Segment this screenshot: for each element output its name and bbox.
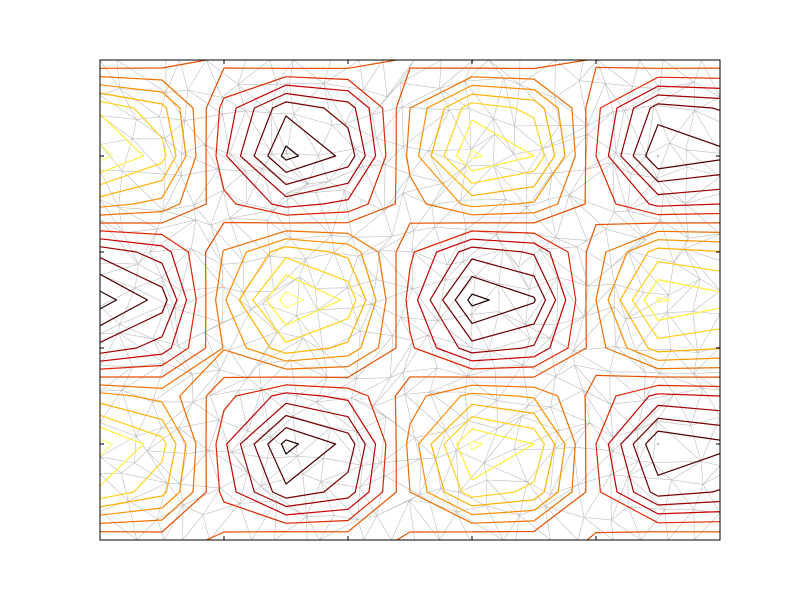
contours (100, 60, 720, 540)
contour-line (100, 60, 720, 540)
contour-line (100, 92, 720, 508)
contour-line (100, 84, 720, 516)
contour-line (100, 100, 720, 500)
contour-line (100, 113, 720, 487)
contour-line (100, 101, 720, 499)
contour-line (100, 143, 670, 457)
contour-line (100, 84, 720, 516)
axes-frame (99, 59, 721, 541)
contour-line (100, 145, 659, 455)
contour-line (100, 76, 720, 524)
contour-line (100, 115, 720, 485)
contour-line (100, 92, 720, 508)
contour-line (100, 60, 720, 540)
